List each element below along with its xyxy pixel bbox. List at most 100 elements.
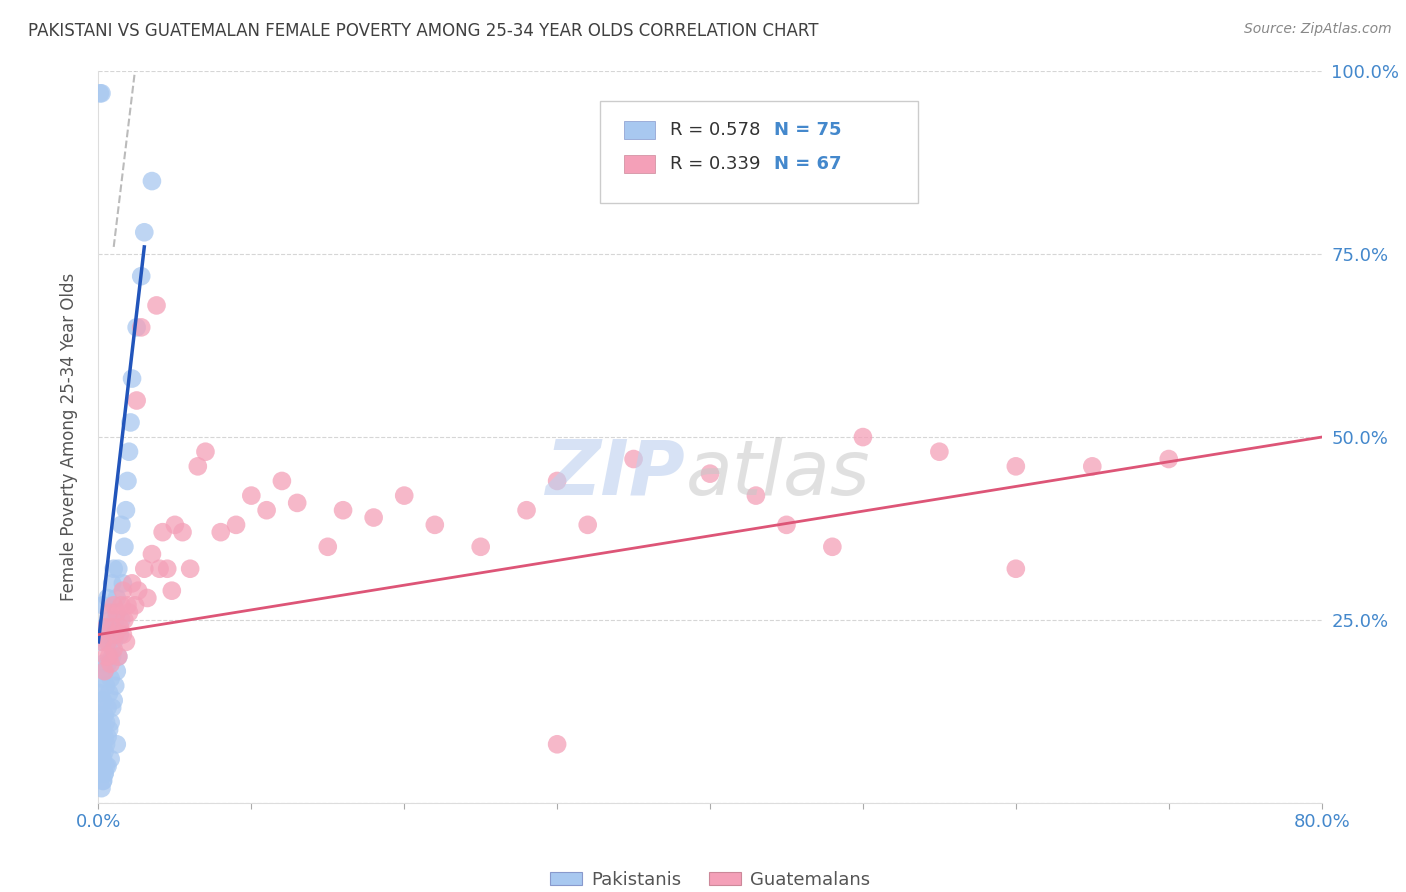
Point [100,613,122,627]
Point [91,693,114,707]
Point [163,517,186,532]
Point [125,393,148,408]
Point [97,657,120,671]
Text: R = 0.578: R = 0.578 [669,121,761,139]
Point [423,517,446,532]
Point [209,525,232,540]
Point [110,517,132,532]
Point [101,649,124,664]
Point [94,620,117,634]
Point [111,583,134,598]
Point [90,759,112,773]
Point [546,474,568,488]
Point [103,562,125,576]
Y-axis label: Female Poverty Among 25-34 Year Olds: Female Poverty Among 25-34 Year Olds [59,273,77,601]
Point [134,225,156,239]
Point [98,606,121,620]
Point [316,540,339,554]
Point [89,766,111,780]
Point [91,752,114,766]
Point [107,562,129,576]
Point [89,686,111,700]
Point [256,503,278,517]
Point [129,269,152,284]
Point [111,576,134,591]
Point [115,503,138,517]
Point [121,371,143,385]
Point [93,766,115,780]
Point [118,606,141,620]
Point [90,730,112,744]
Point [91,657,114,671]
Point [194,444,217,458]
Legend: Pakistanis, Guatemalans: Pakistanis, Guatemalans [550,871,870,888]
Point [100,752,122,766]
Point [97,591,120,605]
Point [105,591,128,605]
Point [775,517,797,532]
Point [98,635,121,649]
Point [1004,459,1026,474]
Point [121,576,143,591]
Point [91,599,114,613]
Point [98,686,121,700]
Point [112,613,135,627]
Point [93,766,115,780]
Point [1004,562,1026,576]
Point [91,773,114,788]
Point [141,174,163,188]
Point [91,635,114,649]
Point [94,715,117,730]
Point [103,642,125,657]
Point [187,459,209,474]
Point [93,708,115,723]
Point [105,606,128,620]
Point [127,583,149,598]
Point [103,635,125,649]
Point [107,649,129,664]
Point [110,599,132,613]
Point [104,627,127,641]
Point [89,752,111,766]
Text: atlas: atlas [686,437,870,510]
Point [93,664,115,678]
Point [117,599,139,613]
Point [134,562,156,576]
Point [129,320,152,334]
Point [97,730,120,744]
Point [125,320,148,334]
Point [104,613,127,627]
Point [97,635,120,649]
Point [90,745,112,759]
Point [94,679,117,693]
Point [91,773,114,788]
Point [98,649,121,664]
Point [104,679,127,693]
Point [108,620,131,634]
Point [107,649,129,664]
Point [363,510,385,524]
Point [1081,459,1104,474]
Text: N = 75: N = 75 [773,121,841,139]
Text: PAKISTANI VS GUATEMALAN FEMALE POVERTY AMONG 25-34 YEAR OLDS CORRELATION CHART: PAKISTANI VS GUATEMALAN FEMALE POVERTY A… [28,22,818,40]
Point [91,737,114,751]
Point [94,649,117,664]
Point [240,489,263,503]
Point [149,562,172,576]
Point [470,540,492,554]
Point [821,540,844,554]
Point [124,599,146,613]
Point [90,672,112,686]
Point [89,708,111,723]
Point [1157,452,1180,467]
Point [332,503,354,517]
Point [89,87,111,101]
Point [103,693,125,707]
Point [270,474,292,488]
Point [101,576,124,591]
Point [90,715,112,730]
Point [928,444,950,458]
Point [156,562,179,576]
Point [120,416,142,430]
FancyBboxPatch shape [600,101,918,203]
